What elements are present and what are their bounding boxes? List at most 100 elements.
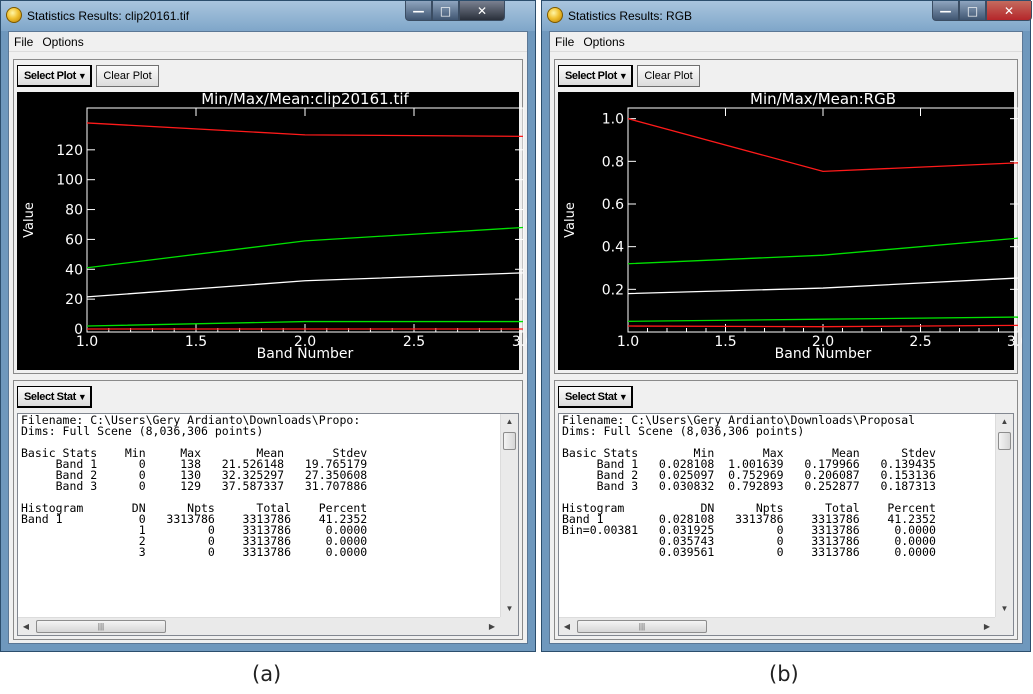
stats-line: Band 1 0 138 21.526148 19.765179 xyxy=(21,457,368,471)
y-tick-label: 60 xyxy=(65,232,83,248)
stats-text: Filename: C:\Users\Gery Ardianto\Downloa… xyxy=(21,415,499,615)
vertical-scrollbar[interactable]: ▲ ▼ xyxy=(995,414,1013,617)
scroll-thumb[interactable]: ||| xyxy=(577,620,707,633)
clear-plot-button[interactable]: Clear Plot xyxy=(96,65,159,87)
stats-line: 1 0 3313786 0.0000 xyxy=(21,523,368,537)
y-axis-label: Value xyxy=(22,202,37,238)
y-tick-label: 20 xyxy=(65,292,83,308)
stats-line: Band 1 0.028108 1.001639 0.179966 0.1394… xyxy=(562,457,936,471)
select-plot-button[interactable]: Select Plot ▼ xyxy=(558,65,634,87)
title-bar[interactable]: Statistics Results: clip20161.tif — □ ✕ xyxy=(1,1,535,31)
stats-line: Band 1 0.028108 3313786 3313786 41.2352 xyxy=(562,512,936,526)
plot-area: Min/Max/Mean:RGB 1.0 1.5 2.0 2.5 3.0 0.2 0.4 0.6… xyxy=(558,92,1022,370)
window-title: Statistics Results: RGB xyxy=(568,9,693,23)
scroll-thumb[interactable] xyxy=(503,432,516,450)
scroll-thumb[interactable]: ||| xyxy=(36,620,166,633)
close-button[interactable]: ✕ xyxy=(459,1,505,21)
app-icon xyxy=(547,7,563,23)
menu-file[interactable]: File xyxy=(14,34,34,49)
window-title: Statistics Results: clip20161.tif xyxy=(27,9,190,23)
stats-window-b: Statistics Results: RGB — □ ✕ File Optio… xyxy=(541,0,1032,652)
clear-plot-button[interactable]: Clear Plot xyxy=(637,65,700,87)
horizontal-scrollbar[interactable]: ◀ ||| ▶ xyxy=(559,617,995,635)
minimize-button[interactable]: — xyxy=(932,1,959,21)
scroll-right-icon[interactable]: ▶ xyxy=(983,622,991,631)
scroll-up-icon[interactable]: ▲ xyxy=(505,417,514,426)
stats-text-area[interactable]: Filename: C:\Users\Gery Ardianto\Downloa… xyxy=(558,413,1014,636)
series-line-3 xyxy=(86,320,523,327)
maximize-button[interactable]: □ xyxy=(432,1,459,21)
y-tick-label: 80 xyxy=(65,203,83,219)
y-axis-label: Value xyxy=(563,202,578,238)
select-stat-button[interactable]: Select Stat ▼ xyxy=(17,386,93,408)
series-line-4 xyxy=(627,324,1019,328)
x-tick-label: 1.5 xyxy=(714,334,736,350)
stats-line: Bin=0.00381 0.031925 0 3313786 0.0000 xyxy=(562,523,936,537)
x-axis-label: Band Number xyxy=(775,346,872,362)
minimize-icon: — xyxy=(939,3,952,18)
title-bar[interactable]: Statistics Results: RGB — □ ✕ xyxy=(542,1,1032,31)
window-client: File Options Select Plot ▼ Clear Plot Mi… xyxy=(549,31,1023,644)
close-button[interactable]: ✕ xyxy=(986,1,1032,21)
scroll-right-icon[interactable]: ▶ xyxy=(488,622,496,631)
plot-frame xyxy=(86,107,524,333)
series-line-1 xyxy=(86,226,524,269)
scroll-left-icon[interactable]: ◀ xyxy=(563,622,571,631)
close-icon: ✕ xyxy=(476,3,488,18)
x-tick-label: 2.0 xyxy=(812,334,834,350)
scroll-corner xyxy=(500,617,518,635)
select-plot-label: Select Plot xyxy=(565,69,617,82)
menu-file[interactable]: File xyxy=(555,34,575,49)
scroll-up-icon[interactable]: ▲ xyxy=(1000,417,1009,426)
select-stat-button[interactable]: Select Stat ▼ xyxy=(558,386,634,408)
stats-line: Filename: C:\Users\Gery Ardianto\Downloa… xyxy=(562,415,916,427)
min-max-mean-chart: Min/Max/Mean:clip20161.tif 1.0 1.5 2.0 2.5 3.… xyxy=(22,92,527,362)
stats-panel: Select Stat ▼ Filename: C:\Users\Gery Ar… xyxy=(13,380,523,640)
menu-bar: File Options xyxy=(9,32,527,52)
stats-line: Basic Stats Min Max Mean Stdev xyxy=(562,446,936,460)
scroll-down-icon[interactable]: ▼ xyxy=(505,604,514,613)
stats-text-area[interactable]: Filename: C:\Users\Gery Ardianto\Downloa… xyxy=(17,413,519,636)
stats-line: Basic Stats Min Max Mean Stdev xyxy=(21,446,368,460)
stats-line: Dims: Full Scene (8,036,306 points) xyxy=(562,424,805,438)
x-axis-label: Band Number xyxy=(257,346,354,362)
y-tick-label: 120 xyxy=(56,143,83,159)
vertical-scrollbar[interactable]: ▲ ▼ xyxy=(500,414,518,617)
app-icon xyxy=(6,7,22,23)
stats-line: 2 0 3313786 0.0000 xyxy=(21,534,368,548)
select-plot-button[interactable]: Select Plot ▼ xyxy=(17,65,93,87)
stats-line: Band 2 0 130 32.325297 27.350608 xyxy=(21,468,368,482)
x-tick-label: 1.5 xyxy=(185,334,207,350)
plot-area: Min/Max/Mean:clip20161.tif 1.0 1.5 2.0 2.5 3.… xyxy=(17,92,527,370)
minimize-button[interactable]: — xyxy=(405,1,432,21)
menu-options[interactable]: Options xyxy=(583,34,625,49)
plot-panel: Select Plot ▼ Clear Plot Min/Max/Mean:RG… xyxy=(554,59,1022,374)
x-tick-label: 3.0 xyxy=(512,334,527,350)
maximize-icon: □ xyxy=(966,3,979,18)
maximize-button[interactable]: □ xyxy=(959,1,986,21)
series-line-3 xyxy=(627,316,1019,322)
series-line-2 xyxy=(627,277,1019,295)
scroll-thumb[interactable] xyxy=(998,432,1011,450)
series-line-1 xyxy=(627,237,1019,265)
series-line-2 xyxy=(86,272,524,298)
scroll-left-icon[interactable]: ◀ xyxy=(22,622,30,631)
dropdown-caret-icon: ▼ xyxy=(618,391,628,402)
select-stat-label: Select Stat xyxy=(565,390,617,403)
select-plot-label: Select Plot xyxy=(24,69,76,82)
stats-line: Histogram DN Npts Total Percent xyxy=(21,501,368,515)
stats-line: 0.039561 0 3313786 0.0000 xyxy=(562,545,936,559)
scroll-down-icon[interactable]: ▼ xyxy=(1000,604,1009,613)
y-tick-label: 0.8 xyxy=(602,154,624,170)
stats-line: Band 1 0 3313786 3313786 41.2352 xyxy=(21,512,368,526)
x-tick-label: 3.0 xyxy=(1007,334,1022,350)
x-tick-label: 2.5 xyxy=(403,334,425,350)
horizontal-scrollbar[interactable]: ◀ ||| ▶ xyxy=(18,617,500,635)
menu-options[interactable]: Options xyxy=(42,34,84,49)
menu-bar: File Options xyxy=(550,32,1022,52)
scroll-corner xyxy=(995,617,1013,635)
plot-panel: Select Plot ▼ Clear Plot Min/Max/Mean:cl… xyxy=(13,59,527,374)
stats-text: Filename: C:\Users\Gery Ardianto\Downloa… xyxy=(562,415,994,615)
stats-line: Histogram DN Npts Total Percent xyxy=(562,501,936,515)
y-tick-label: 40 xyxy=(65,262,83,278)
